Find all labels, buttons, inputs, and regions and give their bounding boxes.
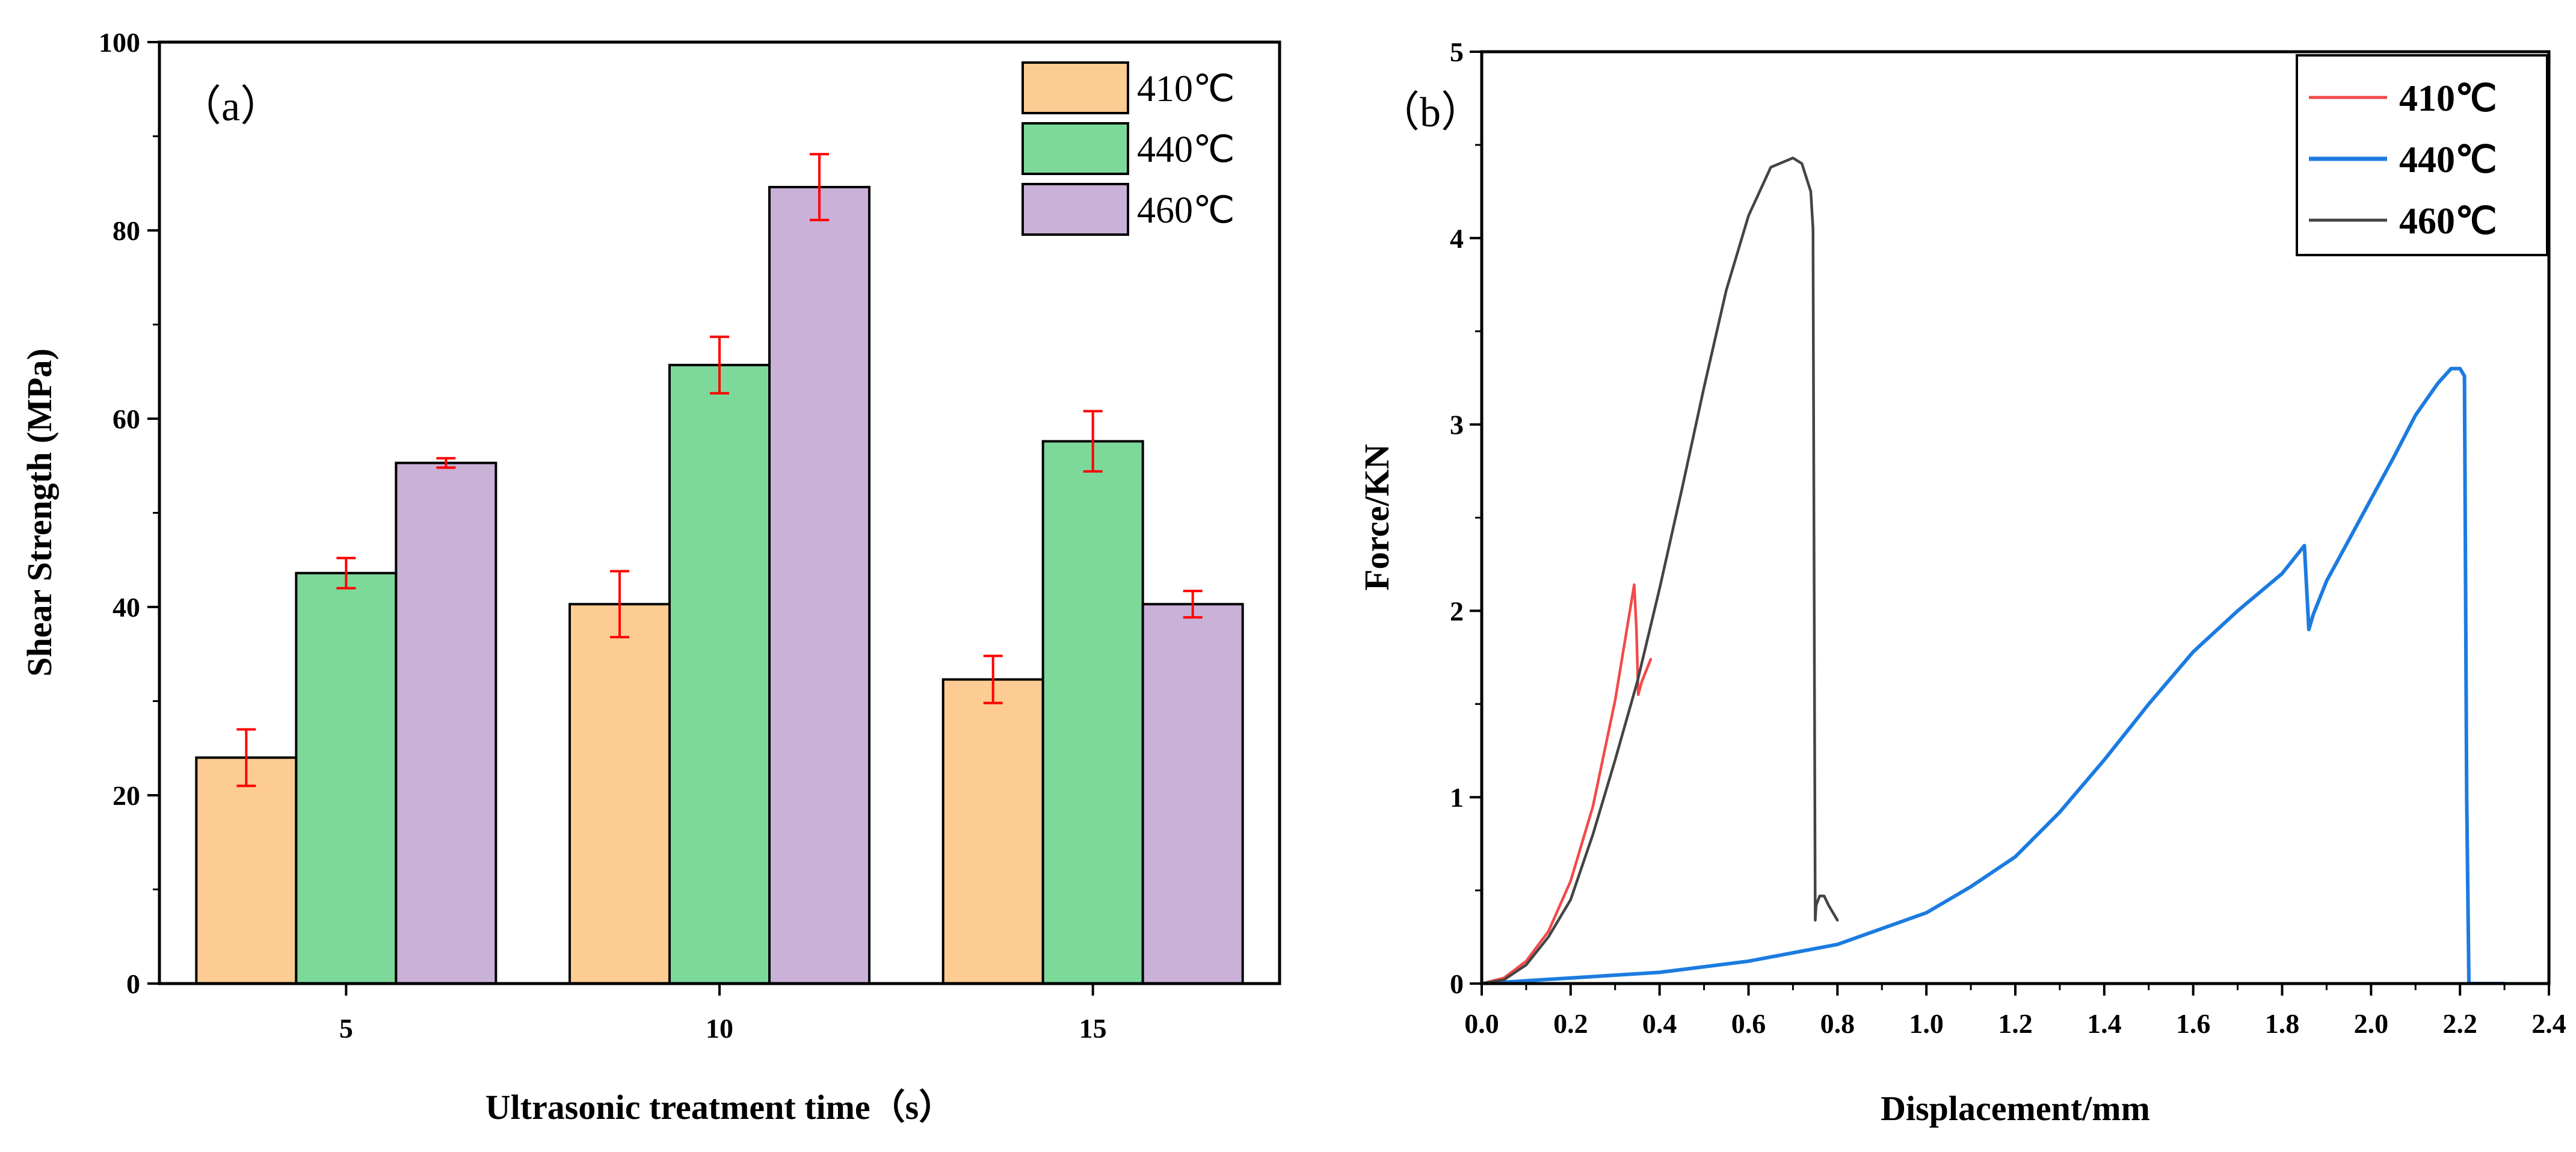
panel-a-label: （a） (179, 84, 282, 130)
panel-b-y-axis-label: Force/KN (1357, 444, 1396, 591)
panel-b-y-axis-ticks: 0 1 2 3 4 5 (1450, 37, 1482, 999)
panel-b-x-axis-label: Displacement/mm (1881, 1089, 2150, 1128)
x-tick-label: 1.4 (2087, 1008, 2122, 1039)
legend-swatch-2 (1021, 183, 1129, 236)
legend-label-2: 460℃ (2399, 201, 2497, 242)
y-tick-label: 80 (112, 215, 140, 246)
panel-a-x-axis-ticks: 5 10 15 (339, 984, 1107, 1044)
series-line-2 (1482, 156, 1839, 984)
y-tick-label: 4 (1450, 223, 1464, 254)
series-line-1 (1482, 366, 2507, 984)
x-tick-label: 0.6 (1731, 1008, 1766, 1039)
panel-b-line-chart: 0 1 2 3 4 5 0.0 0.2 0.4 0.6 0.8 1.0 1.2 1.4 1.6 1.8 2.0… (1357, 37, 2566, 1128)
x-tick-label: 1.6 (2176, 1008, 2211, 1039)
bar-10s-0 (569, 603, 671, 985)
legend-label-1: 440℃ (1137, 129, 1235, 170)
panel-a-x-axis-label: Ultrasonic treatment time（s） (485, 1088, 954, 1127)
x-tick-label: 1.8 (2265, 1008, 2300, 1039)
y-tick-label: 0 (1450, 969, 1464, 999)
x-tick-label: 0.4 (1642, 1008, 1677, 1039)
x-tick-label: 2.0 (2354, 1008, 2389, 1039)
bar-15s-1 (1041, 440, 1144, 985)
y-tick-label: 2 (1450, 596, 1464, 626)
panel-a-y-axis-ticks: 0 20 40 60 80 100 (99, 27, 159, 999)
bar-15s-2 (1141, 603, 1244, 985)
x-tick-label: 0.0 (1464, 1008, 1499, 1039)
panel-a-error-bars (236, 153, 1203, 787)
panel-b-series-lines (1482, 156, 2507, 984)
x-tick-label: 5 (339, 1013, 353, 1044)
y-tick-label: 20 (112, 780, 140, 811)
x-tick-label: 2.4 (2531, 1008, 2566, 1039)
panel-a-bars (195, 186, 1244, 985)
y-tick-label: 40 (112, 592, 140, 623)
panel-a-bar-chart: 0 20 40 60 80 100 5 10 15 （a） Ultrasonic treatm… (20, 27, 1281, 1127)
legend-swatch-1 (1021, 122, 1129, 175)
x-tick-label: 0.8 (1820, 1008, 1855, 1039)
x-tick-label: 1.2 (1998, 1008, 2033, 1039)
y-tick-label: 100 (99, 27, 140, 58)
x-tick-label: 0.2 (1553, 1008, 1588, 1039)
y-tick-label: 3 (1450, 410, 1464, 440)
bar-10s-2 (768, 186, 870, 985)
series-line-0 (1482, 583, 1653, 984)
bar-15s-0 (941, 678, 1044, 985)
y-tick-label: 5 (1450, 37, 1464, 67)
x-tick-label: 10 (706, 1013, 733, 1044)
y-tick-label: 1 (1450, 782, 1464, 813)
x-tick-label: 15 (1079, 1013, 1107, 1044)
legend-label-0: 410℃ (1137, 69, 1235, 109)
legend-label-1: 440℃ (2399, 140, 2497, 180)
panel-a-y-axis-label: Shear Strength (MPa) (20, 348, 59, 677)
panel-b-label: （b） (1378, 90, 1483, 136)
bar-5s-1 (295, 571, 398, 985)
bar-10s-1 (668, 363, 771, 985)
panel-b-legend: 410℃ 440℃ 460℃ (2296, 54, 2548, 256)
x-tick-label: 1.0 (1909, 1008, 1944, 1039)
legend-label-0: 410℃ (2399, 78, 2497, 119)
panel-b-x-axis-ticks: 0.0 0.2 0.4 0.6 0.8 1.0 1.2 1.4 1.6 1.8 2.0 2.2 2.4 (1464, 984, 2566, 1039)
y-tick-label: 60 (112, 404, 140, 434)
panel-a-legend: 410℃ 440℃ 460℃ (1021, 61, 1235, 236)
x-tick-label: 2.2 (2442, 1008, 2477, 1039)
bar-5s-2 (395, 461, 498, 985)
y-tick-label: 0 (126, 969, 140, 999)
legend-box (2296, 54, 2548, 256)
legend-swatch-0 (1021, 61, 1129, 114)
bar-5s-0 (195, 756, 298, 985)
legend-label-2: 460℃ (1137, 190, 1235, 231)
